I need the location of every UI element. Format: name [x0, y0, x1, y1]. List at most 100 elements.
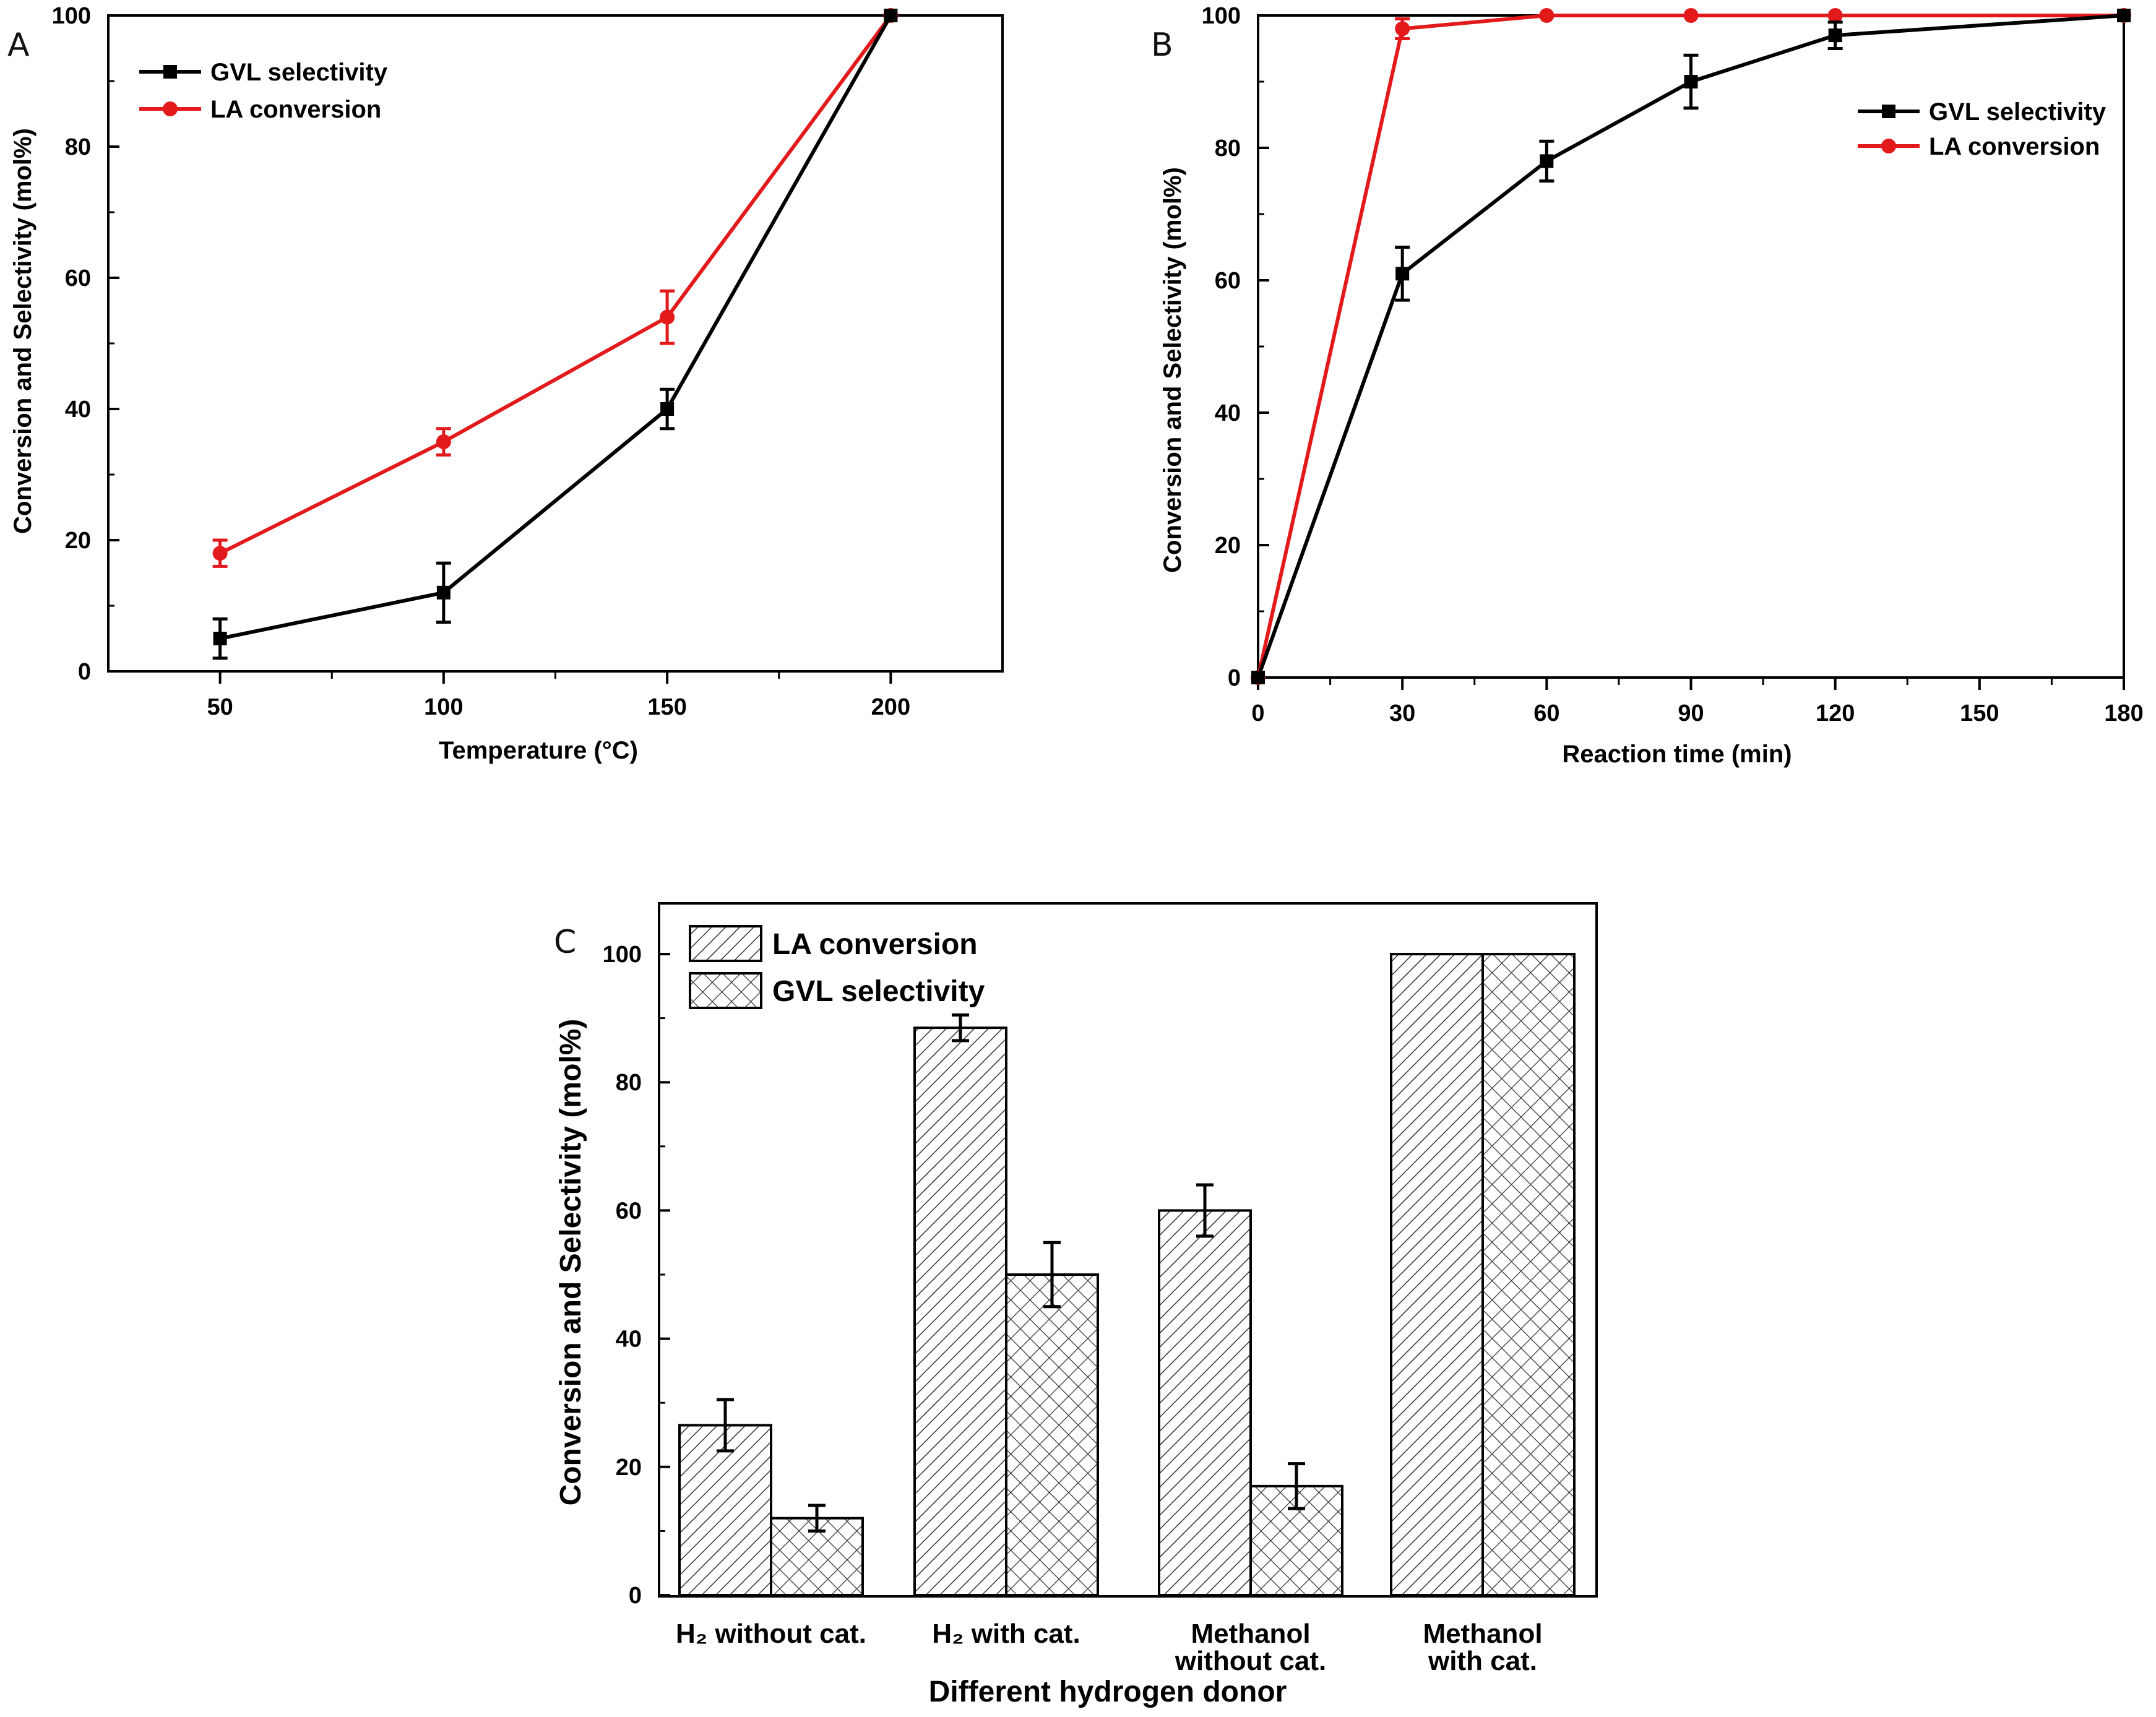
panel-b-point-gvl-selectivity	[1828, 28, 1842, 43]
panel-c-ytick-label: 60	[616, 1198, 642, 1224]
panel-c-legend-item-gvl-selectivity: GVL selectivity	[689, 972, 985, 1009]
panel-b-point-la-conversion	[1827, 8, 1843, 23]
panel-b-series-gvl-selectivity	[1251, 9, 2131, 684]
panel-c-letter: C	[554, 924, 576, 961]
panel-c-ytick-label: 20	[616, 1455, 642, 1481]
panel-a-ytick-label: 60	[65, 265, 91, 291]
panel-c-category-label: H₂ with cat.	[932, 1619, 1080, 1649]
panel-b-legend-marker-la-conversion	[1881, 139, 1896, 153]
panel-c-legend-swatch-gvl-selectivity	[689, 972, 762, 1009]
panel-c: C Different hydrogen donor Conversion an…	[554, 902, 1598, 1708]
panel-c-bar-la-conversion	[1390, 953, 1484, 1596]
panel-c-legend-item-la-conversion: LA conversion	[689, 925, 978, 962]
panel-a-xlabel: Temperature (°C)	[439, 737, 638, 764]
panel-b-xtick-label: 180	[2104, 700, 2143, 726]
panel-c-bar-group: H₂ with cat.	[913, 1013, 1099, 1649]
panel-a-xtick-label: 50	[207, 694, 233, 720]
panel-b-legend-label-la-conversion: LA conversion	[1929, 133, 2100, 160]
panel-b-letter: B	[1151, 27, 1173, 64]
panel-c-errorbar	[1043, 1241, 1061, 1309]
panel-a-legend-marker-gvl-selectivity	[163, 65, 177, 79]
panel-b-legend-item-la-conversion: LA conversion	[1858, 133, 2100, 160]
panel-a-ylabel: Conversion and Selectivity (mol%)	[9, 128, 37, 534]
panel-c-errorbar	[1196, 1183, 1214, 1238]
panel-c-category-label: H₂ without cat.	[676, 1619, 866, 1649]
panel-a-point-la-conversion	[660, 309, 675, 325]
panel-c-ylabel: Conversion and Selectivity (mol%)	[554, 1019, 587, 1506]
panel-c-bar-gvl-selectivity	[1005, 1273, 1099, 1596]
panel-c-errorbar	[717, 1398, 734, 1453]
panel-c-errorbar	[808, 1504, 826, 1533]
panel-b: B Reaction time (min) Conversion and Sel…	[1151, 3, 2144, 768]
panel-a-line-la-conversion	[219, 14, 892, 555]
panel-a-legend: GVL selectivity LA conversion	[139, 59, 388, 123]
panel-a-point-la-conversion	[436, 434, 451, 449]
panel-c-ytick-label: 0	[629, 1583, 642, 1609]
panel-a-ytick-label: 80	[65, 134, 91, 160]
panel-b-xtick-label: 0	[1251, 700, 1264, 726]
panel-b-legend-item-gvl-selectivity: GVL selectivity	[1858, 98, 2106, 126]
panel-a-ytick-label: 20	[65, 528, 91, 554]
panel-a-legend-marker-la-conversion	[163, 101, 178, 116]
panel-b-ytick-label: 20	[1215, 533, 1241, 559]
panel-a-series-la-conversion	[212, 8, 899, 568]
panel-c-errorbar	[952, 1013, 969, 1043]
panel-a-ytick-label: 0	[78, 659, 91, 685]
panel-b-ytick-label: 0	[1228, 665, 1241, 691]
panel-c-bar-gvl-selectivity	[1481, 953, 1576, 1596]
panel-c-bar-group: H₂ without cat.	[676, 1398, 866, 1649]
panel-c-bar-la-conversion	[678, 1424, 772, 1596]
panel-b-point-la-conversion	[1683, 8, 1699, 23]
panel-b-point-gvl-selectivity	[2117, 9, 2131, 22]
panel-b-point-la-conversion	[1539, 8, 1554, 23]
panel-c-ytick-label: 80	[616, 1070, 642, 1096]
panel-c-legend: LA conversion GVL selectivity	[689, 925, 985, 1009]
panel-c-bar-la-conversion	[1158, 1209, 1252, 1596]
panel-b-ytick-label: 80	[1215, 136, 1241, 161]
panel-c-legend-label-gvl-selectivity: GVL selectivity	[772, 975, 985, 1008]
panel-c-xlabel: Different hydrogen donor	[929, 1676, 1287, 1708]
panel-b-line-la-conversion	[1256, 14, 2124, 678]
panel-a-legend-label-gvl-selectivity: GVL selectivity	[210, 59, 388, 86]
panel-a-letter: A	[7, 27, 30, 64]
panel-a-legend-item-gvl-selectivity: GVL selectivity	[139, 59, 388, 86]
panel-a-xtick-label: 200	[871, 694, 910, 720]
panel-c-ytick-label: 100	[603, 942, 642, 968]
panel-c-legend-swatch-la-conversion	[689, 925, 762, 962]
panel-a: A Temperature (°C) Conversion and Select…	[7, 3, 1004, 764]
panel-a-point-gvl-selectivity	[660, 402, 675, 416]
panel-a-line-gvl-selectivity	[220, 14, 892, 640]
panel-c-bar-la-conversion	[913, 1026, 1007, 1596]
panel-c-plot-frame	[658, 902, 1598, 1598]
panel-b-point-gvl-selectivity	[1251, 671, 1265, 684]
panel-c-category-label: with cat.	[1428, 1646, 1537, 1676]
panel-b-legend-label-gvl-selectivity: GVL selectivity	[1929, 98, 2106, 126]
panel-c-category-label: Methanol	[1191, 1619, 1310, 1649]
panel-b-point-gvl-selectivity	[1540, 154, 1554, 168]
panel-b-legend-marker-gvl-selectivity	[1882, 105, 1895, 118]
panel-b-ylabel: Conversion and Selectivity (mol%)	[1159, 167, 1186, 573]
panel-b-ytick-label: 100	[1202, 3, 1241, 29]
panel-c-category-label: without cat.	[1175, 1646, 1326, 1676]
panel-b-xtick-label: 120	[1816, 700, 1855, 726]
panel-a-legend-item-la-conversion: LA conversion	[139, 96, 381, 123]
panel-c-category-label: Methanol	[1423, 1619, 1542, 1649]
panel-c-legend-label-la-conversion: LA conversion	[772, 928, 978, 961]
panel-b-point-gvl-selectivity	[1395, 267, 1410, 281]
panel-b-ytick-label: 60	[1215, 268, 1241, 294]
panel-a-ytick-label: 100	[52, 3, 91, 29]
panel-a-xtick-label: 150	[647, 694, 686, 720]
panel-b-line-gvl-selectivity	[1256, 14, 2124, 679]
panel-c-errorbar	[1288, 1462, 1305, 1510]
panel-b-ytick-label: 40	[1215, 400, 1241, 426]
panel-b-legend: GVL selectivity LA conversion	[1858, 98, 2106, 160]
panel-b-point-gvl-selectivity	[1684, 75, 1698, 88]
panel-c-ytick-label: 40	[616, 1327, 642, 1353]
panel-a-point-gvl-selectivity	[436, 585, 451, 600]
panel-a-legend-label-la-conversion: LA conversion	[210, 96, 381, 123]
panel-b-xtick-label: 60	[1533, 700, 1559, 726]
panel-b-xlabel: Reaction time (min)	[1562, 741, 1792, 768]
